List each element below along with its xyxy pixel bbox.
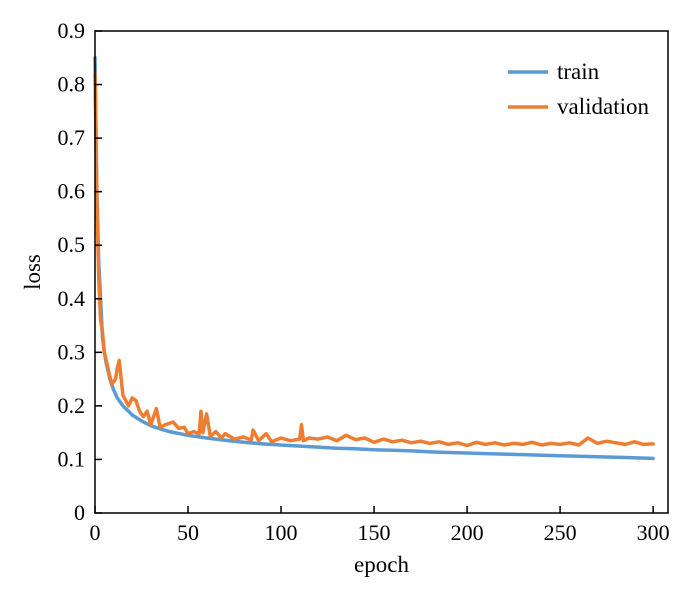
series-line-validation: [93, 72, 655, 448]
y-tick-label: 0.1: [58, 446, 86, 471]
y-axis-label: loss: [20, 254, 45, 290]
x-tick-label: 250: [544, 520, 577, 545]
x-tick-label: 150: [358, 520, 391, 545]
x-axis: 0 50 100 150 200 250 300: [90, 506, 670, 545]
plot-lines: [93, 56, 655, 461]
legend-label-train: train: [557, 59, 600, 84]
plot-frame: [94, 30, 669, 514]
legend: train validation: [508, 59, 649, 119]
x-axis-label: epoch: [354, 552, 409, 577]
x-tick-label: 200: [451, 520, 484, 545]
y-tick-label: 0.4: [58, 286, 86, 311]
y-tick-label: 0: [74, 500, 85, 525]
y-tick-label: 0.8: [58, 72, 86, 97]
x-tick-label: 0: [90, 520, 101, 545]
y-tick-label: 0.5: [58, 232, 86, 257]
y-tick-label: 0.6: [58, 179, 86, 204]
x-tick-label: 300: [637, 520, 670, 545]
y-tick-label: 0.9: [58, 18, 86, 43]
y-tick-label: 0.3: [58, 339, 86, 364]
x-tick-label: 50: [177, 520, 199, 545]
x-tick-label: 100: [265, 520, 298, 545]
y-tick-label: 0.2: [58, 393, 86, 418]
y-axis: 0 0.1 0.2 0.3 0.4 0.5 0.6 0.7 0.8 0.9: [58, 18, 102, 525]
y-tick-label: 0.7: [58, 125, 86, 150]
legend-label-validation: validation: [557, 94, 649, 119]
